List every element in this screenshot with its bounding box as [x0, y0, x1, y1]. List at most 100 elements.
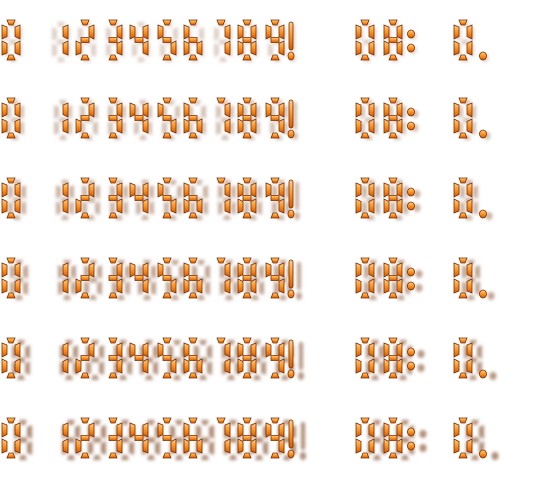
- motion-blur-ghost: [487, 292, 495, 300]
- seven-segment-digit-0-glyph: [354, 96, 378, 140]
- glyph-segments: [129, 102, 149, 134]
- glyph-segments: [355, 257, 375, 299]
- glyph-segments: [287, 179, 295, 219]
- glyph-segments: [287, 99, 295, 139]
- seven-segment-digit-6-glyph: [182, 176, 208, 220]
- glyph-segments: [75, 177, 95, 219]
- glyph-segments: [287, 339, 295, 379]
- sprite-row: [0, 416, 550, 476]
- seven-segment-digit-3-glyph: [102, 176, 128, 220]
- motion-blur-ghost: [294, 182, 300, 220]
- seven-segment-digit-6-glyph: [182, 256, 210, 300]
- seven-segment-digit-0-glyph: [0, 176, 26, 220]
- glyph-segments: [1, 19, 21, 61]
- motion-blur-ghost: [10, 260, 28, 300]
- glyph-segments: [129, 422, 149, 454]
- motion-blur-ghost: [300, 422, 306, 460]
- seven-segment-digit-0-glyph: [452, 336, 482, 380]
- glyph-segments: [216, 337, 231, 374]
- seven-segment-digit-0-glyph: [452, 176, 478, 220]
- glyph-segments: [62, 262, 69, 294]
- glyph-segments: [75, 19, 95, 61]
- sprite-row: [0, 336, 550, 396]
- motion-blur-ghost: [84, 260, 102, 300]
- seven-segment-digit-8-glyph: [382, 256, 410, 300]
- seven-segment-dot-glyph: [478, 336, 497, 380]
- glyph-segments: [62, 24, 69, 56]
- seven-segment-digit-1-glyph: [48, 18, 70, 62]
- glyph-segments: [479, 129, 487, 139]
- seven-segment-digit-4-glyph: [128, 256, 156, 300]
- motion-blur-ghost: [164, 180, 182, 220]
- motion-blur-ghost: [220, 260, 238, 300]
- seven-segment-digit-6-glyph: [182, 416, 214, 460]
- glyph-segments: [1, 177, 21, 219]
- seven-segment-exclamation-glyph: [286, 416, 306, 460]
- seven-segment-digit-3-glyph: [102, 336, 132, 380]
- seven-segment-digit-4-glyph: [128, 96, 152, 140]
- glyph-segments: [157, 97, 177, 139]
- glyph-segments: [479, 51, 487, 61]
- glyph-segments: [265, 177, 285, 219]
- glyph-segments: [265, 257, 285, 299]
- seven-segment-digit-1-glyph: [48, 416, 80, 460]
- seven-segment-digit-0-glyph: [354, 176, 380, 220]
- seven-segment-digit-4-glyph: [128, 336, 158, 380]
- motion-blur-ghost: [58, 260, 76, 300]
- seven-segment-digit-7-glyph: [210, 336, 240, 380]
- glyph-segments: [75, 417, 95, 459]
- glyph-segments: [383, 177, 403, 219]
- seven-segment-digit-5-glyph: [156, 96, 180, 140]
- seven-segment-digit-4-glyph: [128, 18, 150, 62]
- seven-segment-digit-1-glyph: [48, 176, 74, 220]
- motion-blur-ghost: [190, 180, 208, 220]
- seven-segment-digit-9-glyph: [264, 336, 294, 380]
- glyph-segments: [183, 257, 203, 299]
- seven-segment-digit-0-glyph: [452, 256, 480, 300]
- glyph-segments: [108, 19, 123, 61]
- seven-segment-digit-0-glyph: [354, 18, 376, 62]
- glyph-segments: [129, 262, 149, 294]
- glyph-segments: [108, 257, 123, 299]
- seven-segment-digit-0-glyph: [452, 96, 476, 140]
- seven-segment-digit-3-glyph: [102, 416, 134, 460]
- seven-segment-digit-7-glyph: [210, 18, 232, 62]
- seven-segment-digit-0-glyph: [354, 336, 384, 380]
- seven-segment-exclamation-glyph: [286, 18, 296, 62]
- glyph-segments: [129, 24, 149, 56]
- seven-segment-digit-8-glyph: [236, 176, 262, 220]
- motion-blur-ghost: [364, 260, 382, 300]
- sprite-row: [0, 176, 550, 236]
- glyph-segments: [216, 417, 231, 454]
- seven-segment-colon-glyph: [406, 256, 423, 300]
- glyph-segments: [383, 257, 403, 299]
- motion-blur-ghost: [296, 262, 302, 300]
- seven-segment-exclamation-glyph: [286, 96, 298, 140]
- motion-blur-ghost: [413, 190, 421, 212]
- glyph-segments: [1, 417, 21, 459]
- glyph-segments: [1, 97, 21, 139]
- seven-segment-digit-6-glyph: [182, 96, 206, 140]
- glyph-segments: [355, 177, 375, 219]
- glyph-segments: [237, 417, 257, 459]
- seven-segment-dot-glyph: [478, 256, 495, 300]
- seven-segment-digit-3-glyph: [102, 256, 130, 300]
- glyph-segments: [355, 97, 375, 139]
- glyph-segments: [216, 177, 231, 214]
- seven-segment-dot-glyph: [478, 176, 493, 220]
- glyph-segments: [237, 337, 257, 379]
- seven-segment-digit-2-glyph: [74, 18, 96, 62]
- glyph-segments: [157, 417, 177, 459]
- seven-segment-digit-2-glyph: [74, 96, 98, 140]
- glyph-segments: [479, 449, 487, 459]
- glyph-segments: [407, 427, 415, 451]
- glyph-segments: [237, 257, 257, 299]
- glyph-segments: [407, 347, 415, 371]
- glyph-segments: [265, 19, 285, 61]
- seven-segment-digit-0-glyph: [0, 256, 28, 300]
- seven-segment-digit-7-glyph: [210, 96, 234, 140]
- seven-segment-digit-8-glyph: [236, 96, 260, 140]
- glyph-segments: [108, 177, 123, 219]
- glyph-segments: [407, 267, 415, 291]
- seven-segment-digit-9-glyph: [264, 256, 292, 300]
